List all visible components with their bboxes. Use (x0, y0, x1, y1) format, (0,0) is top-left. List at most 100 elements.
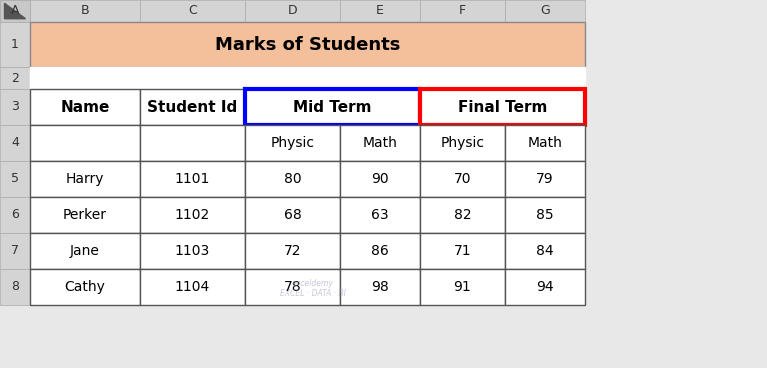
Text: E: E (376, 4, 384, 18)
Bar (0, 269, 30, 305)
Bar (340, 161, 420, 197)
Text: 80: 80 (284, 172, 301, 186)
Bar (245, 125, 340, 161)
Text: 1104: 1104 (175, 280, 210, 294)
Bar (505, 161, 585, 197)
Bar (505, 233, 585, 269)
Bar (30, 125, 140, 161)
Bar (340, 233, 420, 269)
Bar (0, 233, 30, 269)
Bar (0, 67, 30, 89)
Text: 2: 2 (11, 71, 19, 85)
Text: 98: 98 (371, 280, 389, 294)
Text: Perker: Perker (63, 208, 107, 222)
Bar (0, 0, 30, 22)
Bar (140, 89, 245, 125)
Bar (30, 0, 140, 22)
Bar (30, 233, 140, 269)
Bar (30, 67, 140, 89)
Bar (340, 0, 420, 22)
Bar (420, 161, 505, 197)
Bar (30, 22, 585, 305)
Bar (505, 269, 585, 305)
Text: 68: 68 (284, 208, 301, 222)
Bar (420, 0, 505, 22)
Text: A: A (11, 4, 19, 18)
Text: C: C (188, 4, 197, 18)
Text: Final Term: Final Term (458, 99, 547, 114)
Bar (420, 125, 505, 161)
Text: Name: Name (61, 99, 110, 114)
Bar (30, 161, 140, 197)
Text: 82: 82 (454, 208, 471, 222)
Bar (505, 0, 585, 22)
Bar (340, 197, 420, 233)
Text: 71: 71 (454, 244, 471, 258)
Bar (340, 67, 420, 89)
Text: 85: 85 (536, 208, 554, 222)
Bar (0, 22, 30, 67)
Bar (420, 233, 505, 269)
Bar (0, 125, 30, 161)
Text: Jane: Jane (70, 244, 100, 258)
Bar (245, 233, 340, 269)
Bar (245, 161, 340, 197)
Bar (140, 233, 245, 269)
Text: B: B (81, 4, 89, 18)
Text: 78: 78 (284, 280, 301, 294)
Text: 5: 5 (11, 173, 19, 185)
Text: Math: Math (528, 136, 562, 150)
Text: D: D (288, 4, 298, 18)
Bar (245, 89, 420, 125)
Polygon shape (5, 3, 25, 19)
Text: 90: 90 (371, 172, 389, 186)
Text: 7: 7 (11, 244, 19, 258)
Text: 1103: 1103 (175, 244, 210, 258)
Bar (245, 67, 340, 89)
Text: Physic: Physic (271, 136, 314, 150)
Text: Physic: Physic (440, 136, 485, 150)
Bar (30, 269, 140, 305)
Bar (140, 269, 245, 305)
Text: 84: 84 (536, 244, 554, 258)
Bar (340, 269, 420, 305)
Bar (420, 67, 505, 89)
Text: Harry: Harry (66, 172, 104, 186)
Bar (420, 197, 505, 233)
Bar (245, 269, 340, 305)
Text: 4: 4 (11, 137, 19, 149)
Text: 1: 1 (11, 38, 19, 51)
Bar (30, 89, 140, 125)
Text: 8: 8 (11, 280, 19, 294)
Bar (140, 67, 245, 89)
Bar (140, 0, 245, 22)
Bar (0, 89, 30, 125)
Bar (505, 197, 585, 233)
Text: 1101: 1101 (175, 172, 210, 186)
Bar (30, 197, 140, 233)
Bar (505, 67, 585, 89)
Bar (420, 89, 585, 125)
Bar (140, 125, 245, 161)
Text: 94: 94 (536, 280, 554, 294)
Text: Marks of Students: Marks of Students (215, 35, 400, 53)
Bar (245, 197, 340, 233)
Text: 6: 6 (11, 209, 19, 222)
Bar (0, 161, 30, 197)
Text: 86: 86 (371, 244, 389, 258)
Bar (140, 161, 245, 197)
Text: 70: 70 (454, 172, 471, 186)
Text: 79: 79 (536, 172, 554, 186)
Text: G: G (540, 4, 550, 18)
Bar (505, 125, 585, 161)
Bar (420, 89, 585, 125)
Bar (30, 22, 585, 67)
Text: 63: 63 (371, 208, 389, 222)
Bar (245, 89, 420, 125)
Bar (420, 269, 505, 305)
Bar (0, 197, 30, 233)
Text: 91: 91 (453, 280, 472, 294)
Text: 1102: 1102 (175, 208, 210, 222)
Bar (340, 125, 420, 161)
Text: exceldemy
EXCEL · DATA · BI: exceldemy EXCEL · DATA · BI (279, 279, 345, 298)
